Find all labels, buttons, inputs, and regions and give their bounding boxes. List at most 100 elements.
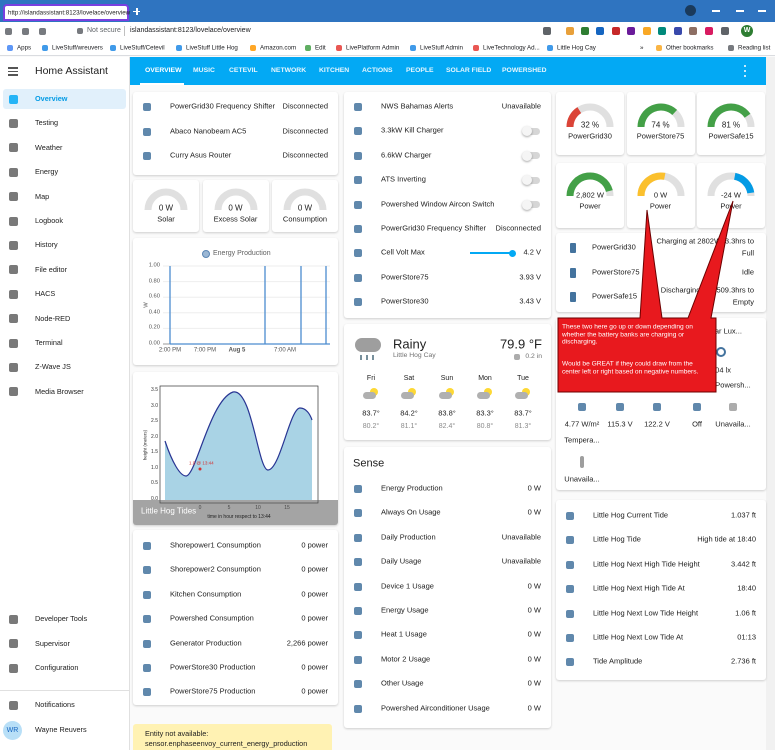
- overflow-menu[interactable]: [744, 70, 746, 72]
- entity-name[interactable]: Little Hog Tide: [593, 535, 641, 545]
- sidebar-item[interactable]: Node-RED: [35, 313, 71, 323]
- entity-name[interactable]: Energy Usage: [381, 605, 429, 615]
- view-tab[interactable]: SOLAR FIELD: [446, 67, 492, 75]
- sidebar-item[interactable]: Notifications: [35, 699, 75, 709]
- entity-name[interactable]: Shorepower2 Consumption: [170, 565, 261, 575]
- sidebar-item[interactable]: Terminal: [35, 337, 63, 347]
- bookmark[interactable]: Apps: [17, 43, 32, 51]
- entity-name[interactable]: Always On Usage: [381, 508, 441, 518]
- extension-icon[interactable]: [612, 27, 620, 35]
- menu-button[interactable]: [8, 70, 18, 72]
- entity-name[interactable]: Little Hog Next High Tide At: [593, 583, 685, 593]
- entity-name[interactable]: Little Hog Current Tide: [593, 510, 669, 520]
- entity-name[interactable]: Shorepower1 Consumption: [170, 540, 261, 550]
- bookmark[interactable]: Amazon.com: [260, 43, 297, 51]
- entity-name[interactable]: Other Usage: [381, 678, 424, 688]
- toggle-knob[interactable]: [522, 126, 532, 137]
- bookmark[interactable]: LiveTechnology Ad...: [483, 43, 540, 51]
- entity-name[interactable]: PowerStore75 Production: [170, 687, 256, 697]
- toggle[interactable]: [524, 152, 540, 160]
- entity-name[interactable]: Powershed Airconditioner Usage: [381, 703, 490, 713]
- bookmark[interactable]: LiveStuff/wreuvers: [52, 43, 103, 51]
- sidebar-item[interactable]: History: [35, 240, 58, 250]
- slider-track[interactable]: [470, 252, 514, 255]
- sidebar-item[interactable]: Developer Tools: [35, 613, 88, 623]
- entity-name[interactable]: Energy Production: [381, 483, 443, 493]
- sidebar-item[interactable]: Configuration: [35, 662, 79, 672]
- entity-name[interactable]: ATS Inverting: [381, 174, 426, 184]
- tab-title[interactable]: http://islandassistant:8123/lovelace/ove…: [8, 8, 131, 16]
- entity-name[interactable]: Cell Volt Max: [381, 248, 425, 258]
- extension-icon[interactable]: [721, 27, 729, 35]
- url[interactable]: islandassistant:8123/lovelace/overview: [130, 26, 251, 34]
- toggle[interactable]: [524, 201, 540, 209]
- view-tab[interactable]: ACTIONS: [362, 67, 393, 75]
- entity-name[interactable]: Powershed Consumption: [170, 613, 254, 623]
- sidebar-item[interactable]: Weather: [35, 142, 63, 152]
- entity-name[interactable]: Tide Amplitude: [593, 657, 643, 667]
- extension-icon[interactable]: [627, 27, 635, 35]
- entity-name[interactable]: PowerStore75: [381, 272, 429, 282]
- extension-icon[interactable]: [643, 27, 651, 35]
- sidebar-item[interactable]: HACS: [35, 288, 56, 298]
- slider-knob[interactable]: [509, 249, 516, 257]
- entity-name[interactable]: Motor 2 Usage: [381, 654, 431, 664]
- entity-name[interactable]: PowerStore75: [592, 267, 640, 277]
- entity-name[interactable]: Heat 1 Usage: [381, 630, 427, 640]
- extension-icon[interactable]: [543, 27, 551, 35]
- new-tab[interactable]: [136, 8, 138, 15]
- entity-name[interactable]: PowerGrid30: [592, 242, 636, 252]
- avatar[interactable]: [741, 25, 753, 37]
- bookmark[interactable]: LiveStuff Little Hog: [186, 43, 238, 51]
- entity-name[interactable]: Powershed Window Aircon Switch: [381, 199, 495, 209]
- sidebar-item[interactable]: Media Browser: [35, 386, 84, 396]
- bookmark[interactable]: »: [640, 43, 644, 51]
- view-tab[interactable]: KITCHEN: [319, 67, 350, 75]
- sidebar-item[interactable]: Logbook: [35, 215, 63, 225]
- window-control[interactable]: [736, 10, 744, 12]
- overflow-menu[interactable]: [744, 65, 746, 67]
- extension-icon[interactable]: [581, 27, 589, 35]
- view-tab[interactable]: MUSIC: [193, 67, 215, 75]
- bookmark[interactable]: LiveStuff/Cetevil: [120, 43, 165, 51]
- bookmark[interactable]: Other bookmarks: [666, 43, 714, 51]
- entity-name[interactable]: Little Hog Next Low Tide Height: [593, 608, 699, 618]
- entity-name[interactable]: Curry Asus Router: [170, 150, 232, 160]
- toggle[interactable]: [524, 127, 540, 135]
- toggle[interactable]: [524, 176, 540, 184]
- bookmark[interactable]: Reading list: [738, 43, 771, 51]
- bookmark[interactable]: LiveStuff Admin: [420, 43, 463, 51]
- sidebar-item[interactable]: Supervisor: [35, 638, 70, 648]
- overflow-menu[interactable]: [744, 75, 746, 77]
- entity-name[interactable]: Device 1 Usage: [381, 581, 434, 591]
- sidebar-item[interactable]: Energy: [35, 166, 59, 176]
- user-name[interactable]: Wayne Reuvers: [35, 724, 87, 734]
- sidebar-item[interactable]: Map: [35, 191, 50, 201]
- entity-name[interactable]: NWS Bahamas Alerts: [381, 101, 454, 111]
- entity-name[interactable]: Little Hog Next High Tide Height: [593, 559, 700, 569]
- sidebar-item[interactable]: File editor: [35, 264, 68, 274]
- entity-name[interactable]: Kitchen Consumption: [170, 589, 242, 599]
- user-avatar[interactable]: [3, 721, 22, 740]
- view-tab[interactable]: POWERSHED: [502, 67, 547, 75]
- entity-name[interactable]: PowerStore30 Production: [170, 662, 256, 672]
- view-tab[interactable]: PEOPLE: [406, 67, 434, 75]
- entity-name[interactable]: Little Hog Next Low Tide At: [593, 632, 684, 642]
- view-tab[interactable]: NETWORK: [271, 67, 307, 75]
- entity-name[interactable]: Abaco Nanobeam AC5: [170, 126, 247, 136]
- entity-name[interactable]: Daily Production: [381, 532, 436, 542]
- toggle-knob[interactable]: [522, 150, 532, 161]
- extension-icon[interactable]: [566, 27, 574, 35]
- entity-name[interactable]: Generator Production: [170, 638, 242, 648]
- entity-name[interactable]: PowerSafe15: [592, 291, 638, 301]
- menu-button[interactable]: [8, 67, 18, 69]
- toggle-knob[interactable]: [522, 199, 532, 210]
- sidebar-item[interactable]: Overview: [35, 93, 68, 103]
- extension-icon[interactable]: [658, 27, 666, 35]
- extension-icon[interactable]: [689, 27, 697, 35]
- bookmark[interactable]: Edit: [315, 43, 326, 51]
- bookmark[interactable]: Little Hog Cay: [557, 43, 596, 51]
- sidebar-item[interactable]: Testing: [35, 118, 59, 128]
- extension-icon[interactable]: [674, 27, 682, 35]
- entity-name[interactable]: 6.6kW Charger: [381, 150, 432, 160]
